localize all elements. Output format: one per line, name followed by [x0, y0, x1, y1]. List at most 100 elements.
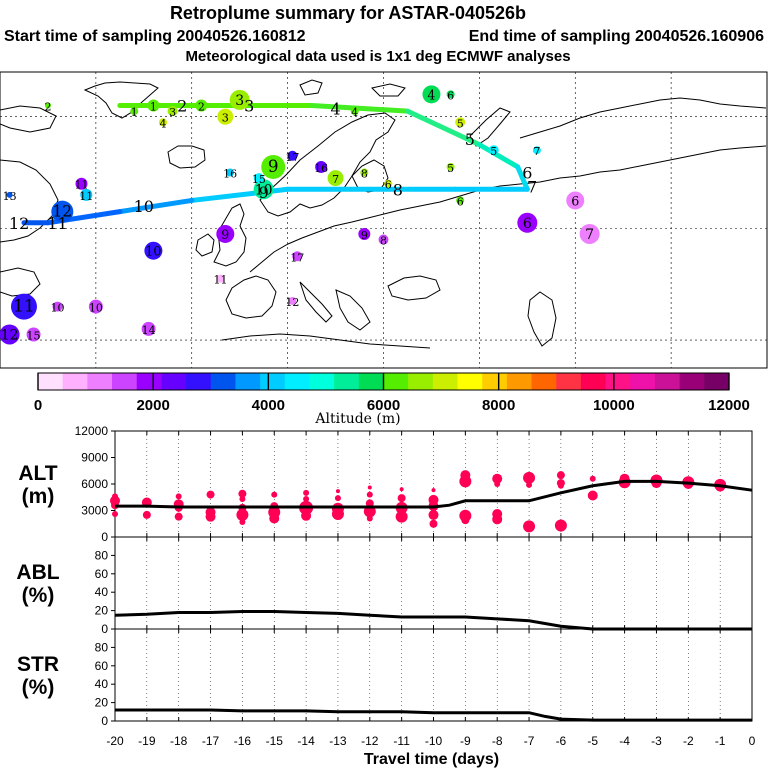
trajectory-day-label: 4: [330, 99, 340, 118]
coast-great-britain: [213, 203, 247, 267]
cluster-circle: [446, 162, 455, 171]
x-tick-label: -8: [492, 734, 503, 748]
map-cluster: 11: [79, 188, 93, 203]
colorbar-cell: [531, 373, 557, 390]
cluster-label: 9: [268, 156, 279, 176]
alt-cluster-point: [236, 508, 249, 521]
coast-black-sea: [387, 275, 441, 301]
colorbar-title: Altitude (m): [314, 411, 400, 427]
map-cluster: 5: [488, 145, 499, 158]
colorbar-labels: 0 2000 4000 6000 8000 10000 12000: [34, 373, 750, 414]
panel-unit: (m): [22, 485, 55, 508]
x-tick-label: -16: [234, 734, 252, 748]
cluster-circle: [10, 293, 37, 320]
cluster-label: 7: [585, 227, 594, 243]
alt-cluster-point: [395, 510, 408, 523]
map-cluster: 14: [141, 321, 156, 337]
x-tick-label: -1: [715, 734, 726, 748]
cluster-label: 11: [214, 274, 228, 287]
coast-svalbard: [299, 79, 323, 96]
coast-balkans: [335, 289, 371, 331]
coast-iberia: [225, 275, 277, 319]
met-data-note: Meteorological data used is 1x1 deg ECMW…: [185, 48, 570, 65]
alt-cluster-point: [331, 508, 344, 521]
map-cluster: 15: [26, 327, 41, 342]
map-cluster: 3: [217, 108, 234, 125]
x-tick-label: -19: [138, 734, 156, 748]
cluster-circle: [75, 177, 88, 190]
alt-cluster-point: [429, 519, 438, 528]
colorbar-cell: [161, 373, 187, 390]
trajectory-day-label: 12: [9, 214, 29, 233]
alt-cluster-point: [554, 519, 567, 532]
cluster-circle: [144, 241, 163, 260]
cluster-circle: [6, 191, 13, 198]
x-tick-label: -15: [266, 734, 284, 748]
colorbar-cell: [235, 373, 261, 390]
cluster-label: 10: [255, 182, 273, 198]
coast-north-africa: [221, 333, 431, 349]
cluster-label: 5: [490, 145, 497, 158]
coast-italy: [299, 281, 333, 323]
y-tick-label: 60: [95, 659, 109, 673]
trajectory-segment: [309, 103, 410, 114]
cluster-circle: [216, 224, 235, 243]
cluster-circle: [147, 99, 160, 112]
x-tick-labels: -20 -19 -18 -17 -16 -15 -14 -13 -12 -11 -10 -9 -8 -7-…: [106, 734, 755, 748]
map-cluster: 6: [384, 179, 393, 192]
y-tick-label: 40: [95, 585, 109, 599]
cluster-label: 3: [222, 112, 229, 125]
x-tick-label: -9: [460, 734, 471, 748]
alt-cluster-point: [335, 489, 340, 494]
alt-cluster-point: [366, 491, 373, 498]
coast-iceland: [167, 145, 206, 169]
colorbar-tick-label: 2000: [136, 397, 169, 414]
y-tick-label: 80: [95, 548, 109, 562]
trajectory-day-label: 11: [47, 214, 67, 233]
map-cluster: 1: [147, 99, 160, 114]
map-cluster: 15: [252, 173, 266, 186]
map-cluster: 6: [566, 191, 585, 210]
alt-cluster-point: [397, 494, 406, 503]
cluster-label: 9: [361, 229, 368, 242]
alt-cluster-point: [461, 516, 470, 525]
panel-alt: 0 3000 6000 9000 12000 ALT(m): [18, 424, 753, 544]
cluster-circle: [378, 234, 389, 245]
cluster-label: 12: [53, 203, 73, 221]
alt-cluster-point: [587, 490, 598, 501]
alt-cluster-point: [174, 512, 183, 521]
cluster-label: 12: [285, 296, 299, 309]
panel-label: STR: [17, 653, 59, 676]
cluster-label: 2: [44, 101, 51, 114]
cluster-circle: [288, 296, 297, 305]
map-cluster: 10: [88, 299, 103, 315]
trajectory-day-label: 6: [522, 164, 532, 183]
colorbar-cell: [408, 373, 434, 390]
cluster-label: 10: [89, 302, 103, 315]
map-cluster: 11: [74, 177, 88, 192]
alt-cluster-point: [366, 515, 373, 522]
cluster-circle: [216, 274, 225, 283]
colorbar-cell: [605, 373, 631, 390]
alt-cluster-point: [334, 495, 341, 502]
alt-cluster-point: [428, 509, 439, 520]
cluster-circle: [130, 107, 139, 116]
cluster-label: 4: [351, 106, 358, 119]
colorbar-cell: [334, 373, 360, 390]
cluster-circle: [446, 90, 455, 99]
map-cluster: 7: [532, 145, 541, 158]
cluster-circle: [253, 179, 274, 200]
map-cluster: 11: [214, 274, 228, 287]
cluster-circle: [88, 299, 103, 314]
y-tick-label: 6000: [81, 477, 108, 491]
panel-label: ABL: [16, 561, 59, 584]
cluster-label: 14: [142, 324, 156, 337]
cluster-label: 17: [285, 151, 299, 164]
map-cluster: 9: [216, 224, 235, 243]
cluster-label: 13: [3, 190, 17, 203]
x-tick-label: -7: [524, 734, 535, 748]
alt-cluster-point: [303, 489, 310, 496]
x-tick-label: -20: [106, 734, 124, 748]
